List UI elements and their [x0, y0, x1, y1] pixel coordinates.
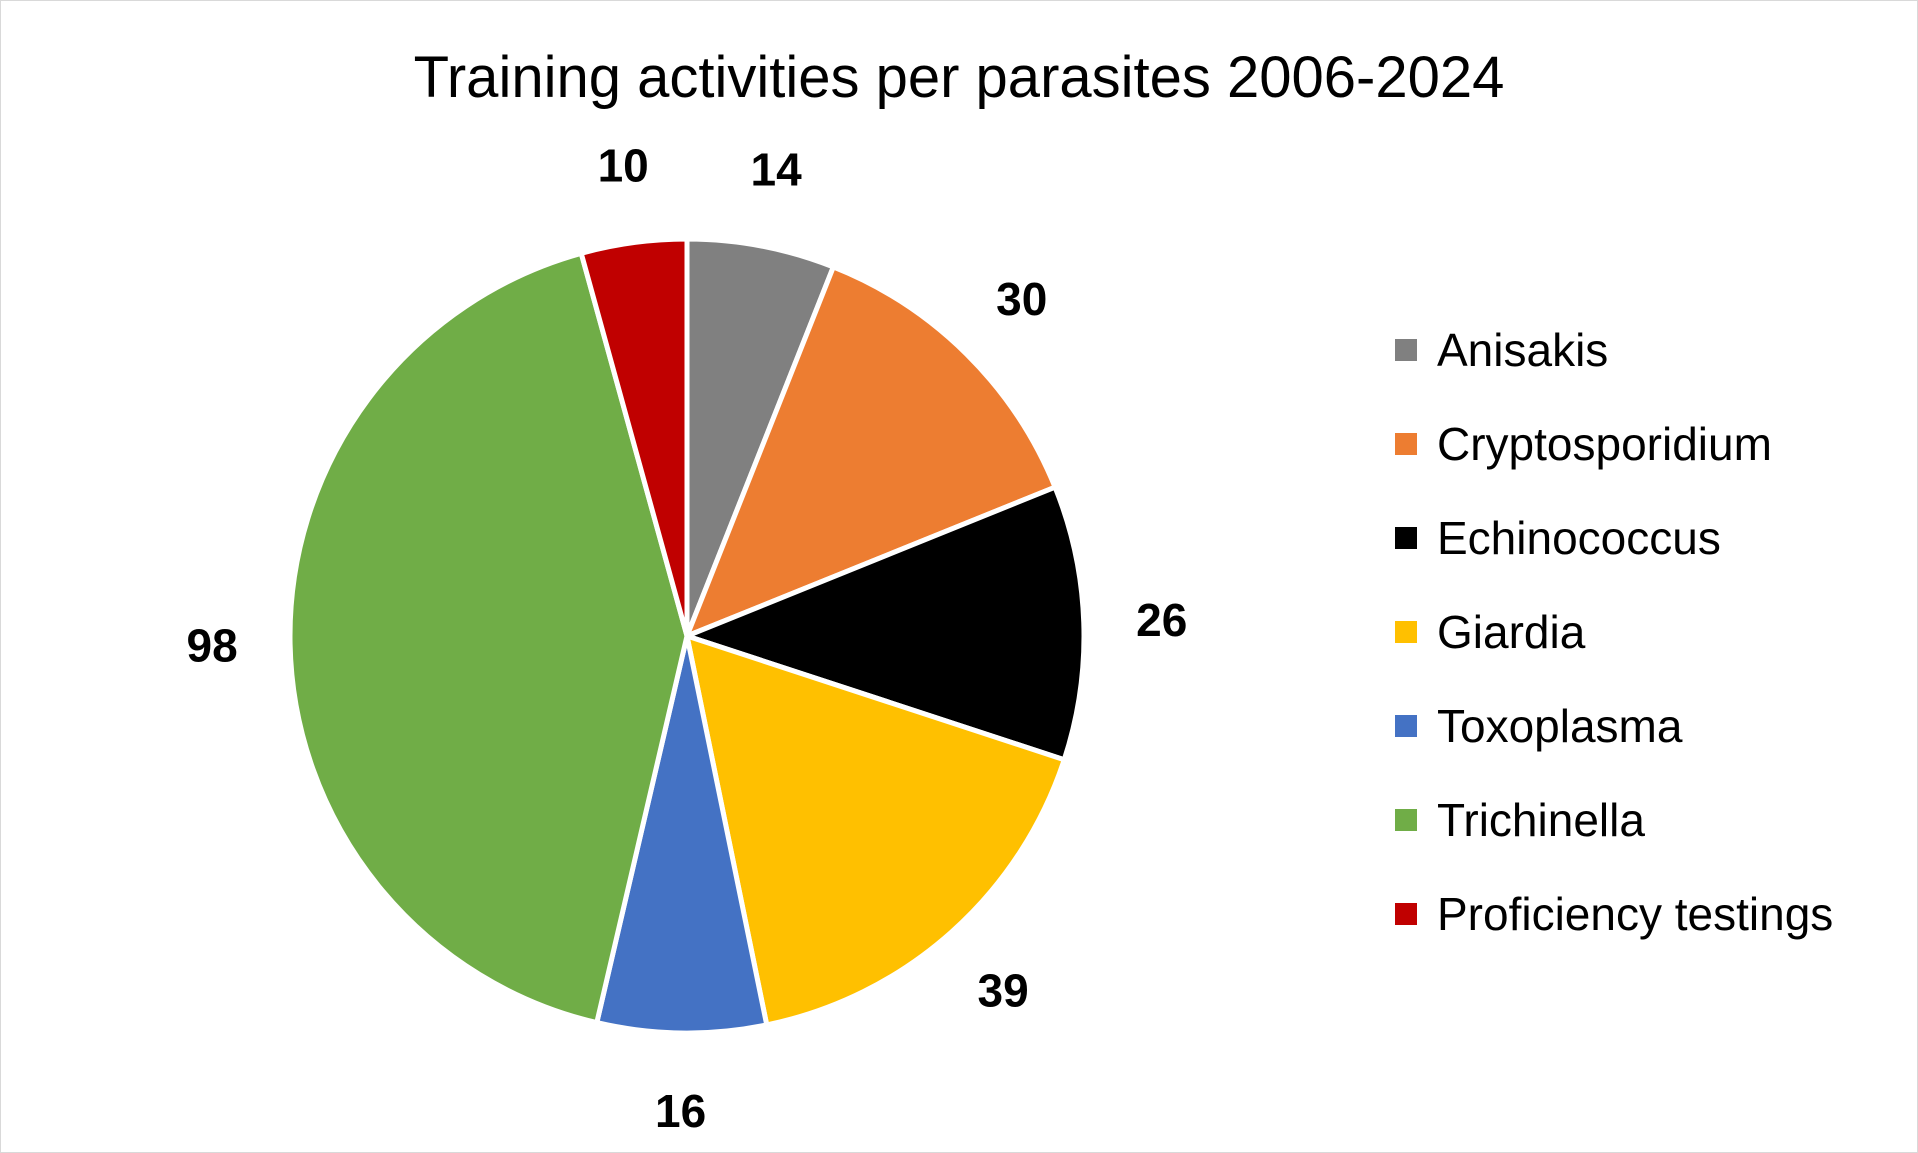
data-label-anisakis: 14 [751, 143, 803, 195]
pie-slice-toxoplasma [594, 633, 770, 1036]
legend-label-proficiency-testings: Proficiency testings [1437, 888, 1834, 940]
legend-label-anisakis: Anisakis [1437, 324, 1609, 376]
pie-data-labels: 14 30 26 39 16 98 10 [187, 139, 1188, 1137]
data-label-toxoplasma: 16 [655, 1085, 706, 1137]
legend-swatch-cryptosporidium [1395, 433, 1417, 455]
legend-item-anisakis: Anisakis [1395, 320, 1608, 380]
pie-slice-cryptosporidium [684, 264, 1058, 639]
legend-label-echinococcus: Echinococcus [1437, 512, 1721, 564]
legend-swatch-giardia [1395, 621, 1417, 643]
legend-swatch-proficiency-testings [1395, 903, 1417, 925]
legend-item-cryptosporidium: Cryptosporidium [1395, 414, 1772, 474]
legend-label-cryptosporidium: Cryptosporidium [1437, 418, 1772, 470]
data-label-cryptosporidium: 30 [996, 273, 1047, 325]
legend-item-echinococcus: Echinococcus [1395, 508, 1721, 568]
pie-slice-trichinella [287, 250, 690, 1026]
legend-swatch-toxoplasma [1395, 715, 1417, 737]
legend-item-toxoplasma: Toxoplasma [1395, 696, 1682, 756]
legend-swatch-echinococcus [1395, 527, 1417, 549]
data-label-echinococcus: 26 [1136, 594, 1187, 646]
data-label-trichinella: 98 [187, 620, 238, 672]
pie-slice-anisakis [684, 236, 836, 639]
legend-item-giardia: Giardia [1395, 602, 1585, 662]
pie-slice-echinococcus [684, 484, 1087, 763]
legend-item-trichinella: Trichinella [1395, 790, 1645, 850]
chart-title: Training activities per parasites 2006-2… [413, 45, 1505, 110]
legend-label-giardia: Giardia [1437, 606, 1586, 658]
legend-item-proficiency-testings: Proficiency testings [1395, 884, 1833, 944]
pie-slice-proficiency-testings [578, 236, 690, 639]
legend-swatch-trichinella [1395, 809, 1417, 831]
pie-slice-giardia [684, 633, 1067, 1028]
legend-label-toxoplasma: Toxoplasma [1437, 700, 1683, 752]
data-label-giardia: 39 [978, 965, 1029, 1017]
data-label-proficiency-testings: 10 [598, 139, 649, 191]
legend-label-trichinella: Trichinella [1437, 794, 1645, 846]
legend-swatch-anisakis [1395, 339, 1417, 361]
pie-slices [287, 236, 1087, 1036]
